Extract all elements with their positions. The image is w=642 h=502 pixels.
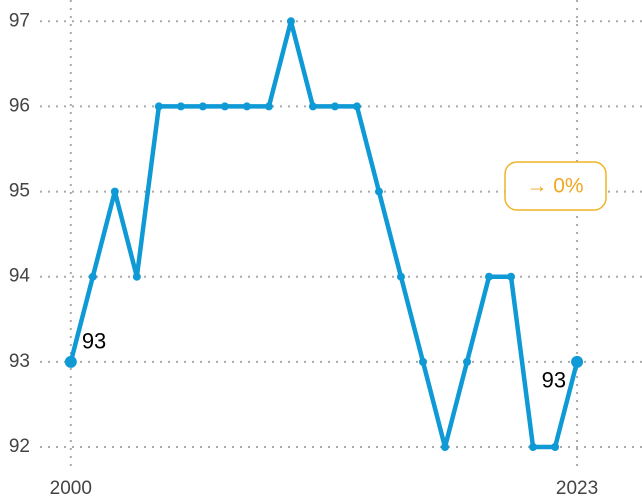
point [551, 443, 560, 452]
point [441, 443, 450, 452]
point [264, 102, 273, 111]
point [132, 272, 141, 281]
annotation: → 0% [526, 175, 583, 198]
point [110, 187, 119, 196]
point [198, 102, 207, 111]
point [529, 443, 538, 452]
annotation-box [504, 161, 607, 211]
point [485, 272, 494, 281]
point [88, 272, 97, 281]
point [64, 355, 77, 368]
point [242, 102, 251, 111]
point [352, 102, 361, 111]
y-tick-label: 93 [9, 351, 30, 372]
y-tick-label: 94 [9, 266, 31, 287]
line [68, 19, 580, 450]
point [286, 17, 295, 26]
data-label: 93 [82, 329, 106, 354]
y-tick-label: 96 [9, 95, 30, 116]
point [220, 102, 229, 111]
point [571, 355, 584, 368]
y-tick-label: 97 [9, 10, 30, 31]
y-tick-label: 92 [9, 436, 30, 457]
y-tick-label: 95 [9, 181, 30, 202]
point [176, 102, 185, 111]
point [330, 102, 339, 111]
point [374, 187, 383, 196]
point [396, 272, 405, 281]
point [154, 102, 163, 111]
point [308, 102, 317, 111]
point [507, 272, 516, 281]
point [463, 357, 472, 366]
x-tick-label: 2000 [50, 478, 92, 499]
data-label: 93 [542, 368, 566, 393]
point [418, 357, 427, 366]
x-tick-label: 2023 [556, 478, 598, 499]
